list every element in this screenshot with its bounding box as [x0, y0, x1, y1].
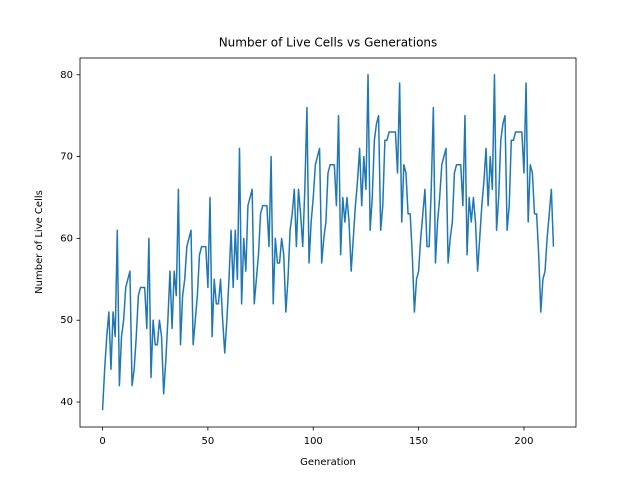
y-tick-label: 50: [60, 315, 73, 326]
y-tick-label: 40: [60, 397, 73, 408]
chart-title: Number of Live Cells vs Generations: [219, 36, 438, 50]
x-tick-label: 150: [409, 436, 428, 447]
y-tick-label: 60: [60, 233, 73, 244]
data-line: [101, 74, 555, 411]
y-axis-label: Number of Live Cells: [34, 190, 45, 294]
x-tick-label: 0: [99, 436, 105, 447]
x-tick-label: 200: [514, 436, 533, 447]
x-tick-label: 50: [202, 436, 215, 447]
x-axis-label: Generation: [300, 457, 356, 468]
y-tick-label: 70: [60, 152, 73, 163]
x-tick-label: 100: [304, 436, 323, 447]
y-tick-label: 80: [60, 70, 73, 81]
plot-frame: [79, 57, 577, 428]
